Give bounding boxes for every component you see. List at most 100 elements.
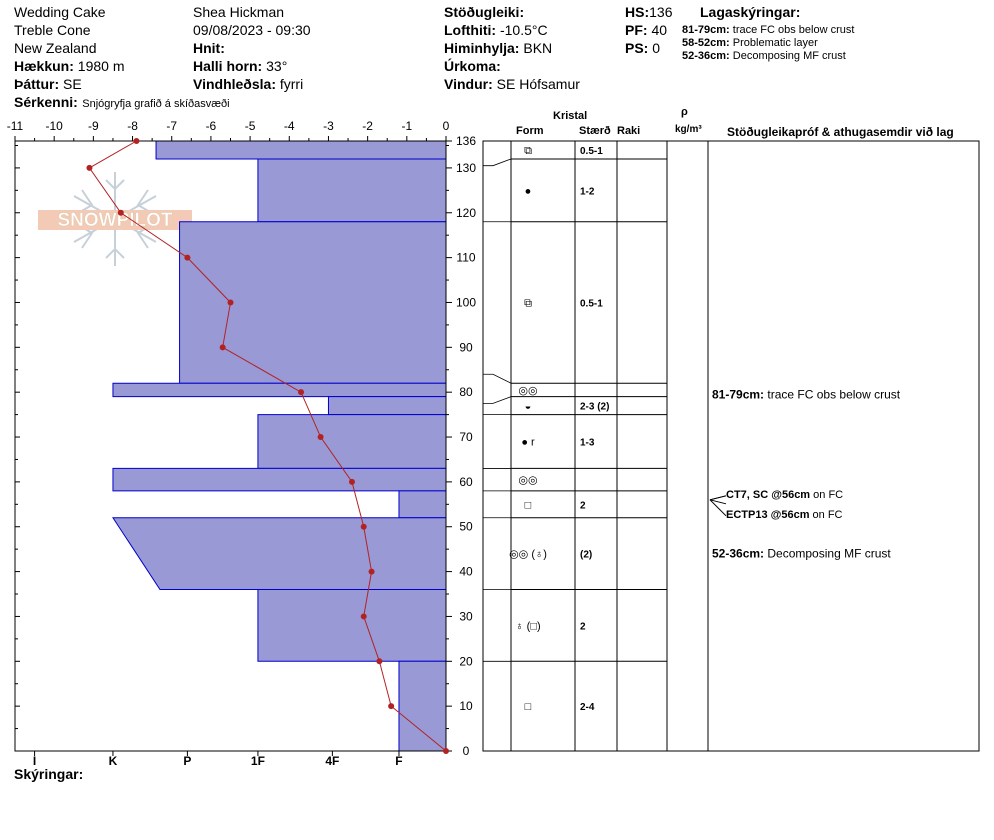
crystal-form: ⧉ <box>524 145 532 157</box>
hardness-tick-label: P <box>183 754 191 768</box>
crystal-size: 2 <box>580 621 586 632</box>
stability-test: CT7, SC @56cm on FC <box>726 489 843 501</box>
temp-tick-label: -6 <box>206 119 217 133</box>
test-arrow-line <box>709 495 727 501</box>
crystal-form: ◎◎ <box>518 475 537 487</box>
temperature-point <box>219 344 226 351</box>
temp-tick-label: -1 <box>401 119 412 133</box>
crystal-form: ● <box>525 185 532 197</box>
stability: Stöðugleiki: <box>444 4 525 20</box>
sky-cover: Himinhylja: BKN <box>444 40 553 56</box>
depth-tick-label: 70 <box>459 430 473 444</box>
hardness-bar <box>112 382 447 398</box>
temperature-point <box>376 658 383 665</box>
elevation: Hækkun: 1980 m <box>14 58 125 74</box>
hardness-tick-label: 4F <box>325 754 339 768</box>
observer: Shea Hickman <box>193 4 285 20</box>
crystal-form: ◎◎ <box>518 385 537 397</box>
temperature-point <box>360 613 367 620</box>
temperature-point <box>184 254 191 261</box>
temperature-point <box>443 748 449 754</box>
depth-tick-label: 100 <box>456 295 476 309</box>
layer-table-frame <box>482 140 980 752</box>
temperature-point <box>298 389 305 396</box>
coordinates: Hnit: <box>193 40 225 56</box>
crystal-size: 1-3 <box>580 438 595 449</box>
site-name: Wedding Cake <box>14 4 106 20</box>
crystal-size: 1-2 <box>580 186 595 197</box>
layer-connector <box>483 396 512 404</box>
layer-legend-title: Lagaskýringar: <box>700 4 801 20</box>
hardness-tick-label: F <box>395 754 402 768</box>
temperature-point <box>317 434 324 441</box>
test-arrow-line <box>709 499 727 517</box>
temperature-point <box>86 164 93 171</box>
kristal-header: Kristal <box>553 110 588 122</box>
layer-legend-item: 58-52cm: Problematic layer <box>682 37 818 49</box>
air-temp: Lofthiti: -10.5°C <box>444 22 548 38</box>
temperature-point <box>360 523 367 530</box>
crystal-size: 2-3 (2) <box>580 402 609 413</box>
temp-tick-label: 0 <box>443 119 450 133</box>
depth-tick-label: 60 <box>459 475 473 489</box>
crystal-size: 0.5-1 <box>580 146 603 157</box>
logo-text: SNOWPILOT <box>57 210 172 231</box>
rho-header: ρ <box>681 106 688 118</box>
temperature-point <box>368 568 375 575</box>
remarks: Sérkenni: Snjógryfja grafið á skíðasvæði <box>14 94 230 110</box>
hardness-tick-label: 1F <box>251 754 265 768</box>
stability-test: ECTP13 @56cm on FC <box>726 509 843 521</box>
tests-header: Stöðugleikapróf & athugasemdir við lag <box>727 125 954 139</box>
depth-tick-label: 50 <box>459 520 473 534</box>
hardness-bar <box>398 490 447 519</box>
crystal-size: 2 <box>580 500 586 511</box>
temperature-point <box>117 209 124 216</box>
layer-comment: 81-79cm: trace FC obs below crust <box>712 387 901 401</box>
temp-tick-label: -11 <box>7 119 24 133</box>
ski-penetration: PS: 0 <box>625 40 661 56</box>
footer-remarks: Skýringar: <box>14 766 84 782</box>
hardness-bar <box>155 140 447 160</box>
hardness-tick-label: K <box>109 754 118 768</box>
crystal-form: ● r <box>521 437 535 449</box>
temp-tick-label: -9 <box>88 119 99 133</box>
temp-tick-label: -4 <box>284 119 295 133</box>
crystal-size: (2) <box>580 550 592 561</box>
layer-connector <box>483 158 512 167</box>
depth-tick-label: 130 <box>456 161 476 175</box>
crystal-size: 2-4 <box>580 702 595 713</box>
temp-tick-label: -3 <box>323 119 334 133</box>
depth-tick-label: 110 <box>456 251 475 265</box>
precipitation: Úrkoma: <box>444 58 501 74</box>
snow-height: HS:136 <box>625 4 673 20</box>
depth-tick-label: 0 <box>463 744 470 758</box>
temperature-point <box>227 299 234 306</box>
depth-tick-label: 90 <box>459 340 473 354</box>
depth-tick-label: 10 <box>459 699 473 713</box>
moisture-header: Raki <box>617 125 641 137</box>
temp-tick-label: -7 <box>166 119 177 133</box>
hardness-bar <box>257 589 447 662</box>
crystal-form: ♁ (□) <box>515 620 540 632</box>
area-name: Treble Cone <box>14 22 91 38</box>
wind: Vindur: SE Hófsamur <box>444 76 580 92</box>
depth-tick-label: 20 <box>459 654 473 668</box>
country-name: New Zealand <box>14 40 97 56</box>
density-header: kg/m³ <box>675 124 702 135</box>
hardness-bar <box>257 158 447 223</box>
aspect: Þáttur: SE <box>14 76 82 92</box>
crystal-form: ⧉ <box>524 297 532 309</box>
slope-angle: Halli horn: 33° <box>193 58 288 74</box>
temperature-point <box>348 478 355 485</box>
layer-comment: 52-36cm: Decomposing MF crust <box>712 547 891 561</box>
hardness-tick-label: I <box>33 754 36 768</box>
datetime: 09/08/2023 - 09:30 <box>193 22 311 38</box>
hardness-bar <box>112 467 447 492</box>
hardness-bar <box>179 221 447 384</box>
depth-tick-label: 40 <box>459 565 473 579</box>
depth-tick-label: 120 <box>456 206 476 220</box>
layer-legend-item: 81-79cm: trace FC obs below crust <box>682 24 855 36</box>
hardness-bar <box>257 414 447 469</box>
layer-connector <box>483 373 512 384</box>
